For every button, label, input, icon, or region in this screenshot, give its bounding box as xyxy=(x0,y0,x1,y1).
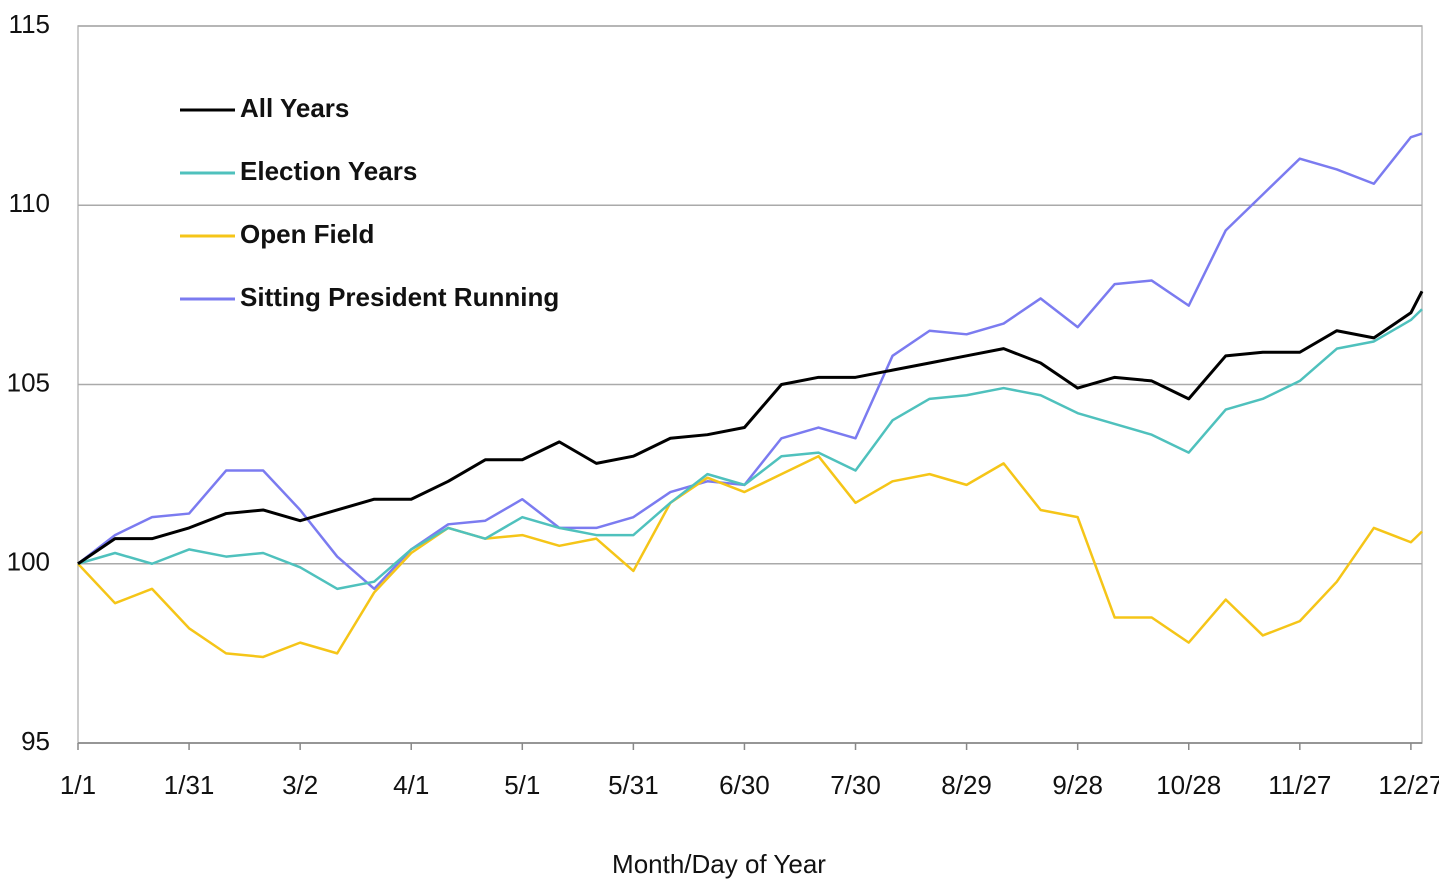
legend-label: Open Field xyxy=(240,219,374,249)
series-line xyxy=(77,308,1423,591)
x-tick-label: 4/1 xyxy=(393,770,429,800)
y-tick-label: 95 xyxy=(21,726,50,756)
legend-label: Election Years xyxy=(240,156,417,186)
y-tick-label: 105 xyxy=(7,367,50,397)
x-axis-label: Month/Day of Year xyxy=(612,849,826,879)
x-tick-label: 5/1 xyxy=(504,770,540,800)
x-tick-label: 3/2 xyxy=(282,770,318,800)
y-tick-label: 100 xyxy=(7,547,50,577)
series-line xyxy=(77,290,1424,565)
x-tick-label: 9/28 xyxy=(1052,770,1103,800)
x-tick-label: 12/27 xyxy=(1378,770,1439,800)
legend-label: Sitting President Running xyxy=(240,282,559,312)
x-tick-label: 1/1 xyxy=(60,770,96,800)
x-tick-label: 6/30 xyxy=(719,770,770,800)
y-tick-label: 115 xyxy=(9,9,50,39)
x-tick-label: 1/31 xyxy=(164,770,215,800)
y-tick-label: 110 xyxy=(9,188,50,218)
legend-label: All Years xyxy=(240,93,349,123)
x-tick-label: 8/29 xyxy=(941,770,992,800)
x-tick-label: 11/27 xyxy=(1268,770,1331,800)
x-tick-label: 5/31 xyxy=(608,770,659,800)
series-line xyxy=(77,454,1423,659)
x-tick-label: 10/28 xyxy=(1156,770,1221,800)
x-tick-label: 7/30 xyxy=(830,770,881,800)
